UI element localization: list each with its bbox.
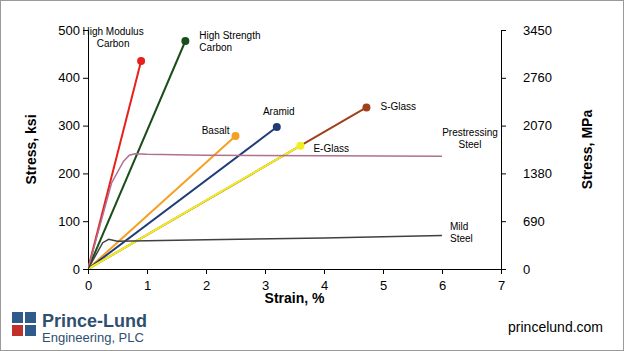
tick: 2760 (501, 70, 552, 85)
series-label: Basalt (202, 125, 230, 136)
series-label: S-Glass (380, 101, 416, 112)
tick: 5 (380, 269, 387, 293)
tick-label: 2760 (523, 70, 552, 85)
tick-label: 500 (58, 23, 80, 38)
tick: 300 (58, 118, 88, 133)
series-label: PrestressingSteel (442, 127, 498, 150)
logo-square (25, 312, 36, 323)
tick-mark (501, 173, 506, 174)
y2-axis: 0 690 1380 2070 2760 3450 (501, 23, 552, 277)
x-axis-title: Strain, % (265, 290, 325, 306)
tick-label: 0 (85, 278, 92, 293)
tick-mark (147, 269, 148, 274)
tick: 7 (498, 269, 505, 293)
end-marker (296, 142, 304, 150)
tick: 690 (501, 214, 545, 229)
end-marker (181, 37, 189, 45)
tick-label: 400 (58, 70, 80, 85)
chart-border (1, 1, 624, 351)
tick: 3450 (501, 23, 552, 38)
y2-axis-title: Stress, MPa (579, 110, 595, 190)
series-labels: High ModulusCarbon High StrengthCarbon Bas… (83, 26, 498, 243)
tick: 2070 (501, 118, 552, 133)
tick: 200 (58, 166, 88, 181)
series-line (88, 146, 300, 269)
end-marker (362, 103, 370, 111)
annotation: Prince-Lund (42, 311, 147, 331)
axis-line (88, 31, 89, 270)
tick-label: 2 (203, 278, 210, 293)
tick-mark (265, 269, 266, 274)
y-axis: 0 100 200 300 400 500 (58, 23, 88, 277)
tick-mark (83, 126, 88, 127)
annotation: Engineering, PLC (42, 330, 144, 345)
series-line (88, 154, 442, 269)
plot-area (88, 37, 442, 269)
y-axis-title: Stress, ksi (23, 114, 39, 184)
series-label: Aramid (263, 106, 295, 117)
tick: 400 (58, 70, 88, 85)
tick-label: 690 (523, 214, 545, 229)
tick-mark (442, 269, 443, 274)
tick-mark (324, 269, 325, 274)
logo-square (25, 325, 36, 336)
tick-label: 7 (498, 278, 505, 293)
tick: 0 (85, 269, 92, 293)
logo-square (12, 312, 23, 323)
tick: 1380 (501, 166, 552, 181)
tick-label: 6 (439, 278, 446, 293)
logo-square (12, 325, 23, 336)
tick-label: 200 (58, 166, 80, 181)
tick: 2 (203, 269, 210, 293)
tick-mark (501, 126, 506, 127)
tick-mark (501, 269, 506, 270)
tick: 0 (73, 262, 88, 277)
tick-mark (83, 269, 88, 270)
series-line (88, 136, 236, 269)
tick-mark (88, 269, 89, 274)
series-label: MildSteel (450, 221, 473, 244)
chart: 0123456701002003004005000690138020702760… (0, 0, 624, 351)
series-line (88, 107, 366, 269)
tick-mark (501, 30, 506, 31)
series-label: High ModulusCarbon (83, 26, 144, 49)
tick-mark (83, 221, 88, 222)
tick-mark (83, 173, 88, 174)
tick-mark (501, 221, 506, 222)
tick-label: 3450 (523, 23, 552, 38)
tick-mark (206, 269, 207, 274)
end-marker (232, 132, 240, 140)
tick: 0 (501, 262, 530, 277)
tick-mark (501, 78, 506, 79)
tick-label: 0 (73, 262, 80, 277)
tick: 100 (58, 214, 88, 229)
end-marker (273, 123, 281, 131)
tick-label: 5 (380, 278, 387, 293)
tick-mark (83, 78, 88, 79)
tick-label: 300 (58, 118, 80, 133)
tick: 6 (439, 269, 446, 293)
tick-label: 100 (58, 214, 80, 229)
series-line (88, 236, 442, 269)
tick: 1 (144, 269, 151, 293)
tick-label: 2070 (523, 118, 552, 133)
axis-line (89, 269, 502, 270)
series-label: High StrengthCarbon (199, 30, 260, 53)
end-marker (137, 57, 145, 65)
tick-label: 1380 (523, 166, 552, 181)
series-line (88, 127, 277, 269)
tick-label: 1 (144, 278, 151, 293)
axis-line (501, 31, 502, 270)
series-label: E-Glass (313, 143, 349, 154)
tick-mark (383, 269, 384, 274)
annotation: princelund.com (508, 319, 603, 335)
tick-label: 0 (523, 262, 530, 277)
logo (12, 312, 36, 336)
